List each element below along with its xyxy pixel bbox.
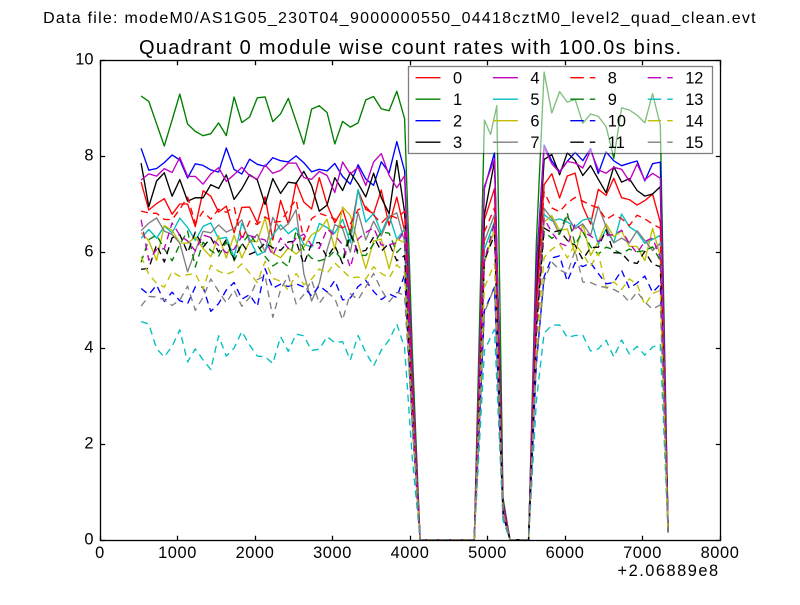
svg-text:4: 4 bbox=[84, 339, 93, 357]
svg-text:9: 9 bbox=[608, 91, 617, 109]
svg-text:7: 7 bbox=[530, 134, 539, 152]
svg-text:3000: 3000 bbox=[313, 544, 352, 562]
svg-text:1: 1 bbox=[453, 91, 462, 109]
svg-text:10: 10 bbox=[75, 51, 93, 69]
svg-text:0: 0 bbox=[453, 70, 462, 88]
svg-text:8: 8 bbox=[84, 147, 93, 165]
svg-text:6: 6 bbox=[84, 243, 93, 261]
svg-text:4: 4 bbox=[530, 70, 539, 88]
svg-text:3: 3 bbox=[453, 134, 462, 152]
svg-text:0: 0 bbox=[95, 544, 105, 562]
svg-text:14: 14 bbox=[685, 113, 703, 131]
svg-text:1000: 1000 bbox=[158, 544, 197, 562]
svg-text:5: 5 bbox=[530, 91, 539, 109]
svg-text:11: 11 bbox=[608, 134, 625, 152]
svg-text:13: 13 bbox=[685, 91, 703, 109]
svg-text:8000: 8000 bbox=[701, 544, 740, 562]
svg-text:8: 8 bbox=[608, 70, 617, 88]
svg-text:2000: 2000 bbox=[236, 544, 275, 562]
svg-text:15: 15 bbox=[685, 134, 703, 152]
svg-text:10: 10 bbox=[608, 113, 626, 131]
svg-text:2: 2 bbox=[84, 435, 93, 453]
svg-text:Data file: modeM0/AS1G05_230T0: Data file: modeM0/AS1G05_230T04_90000005… bbox=[43, 10, 757, 27]
svg-text:12: 12 bbox=[685, 70, 703, 88]
svg-text:Quadrant 0 module wise count r: Quadrant 0 module wise count rates with … bbox=[139, 37, 682, 59]
svg-text:7000: 7000 bbox=[623, 544, 662, 562]
svg-text:6: 6 bbox=[530, 113, 539, 131]
svg-text:4000: 4000 bbox=[391, 544, 430, 562]
svg-text:+2.06889e8: +2.06889e8 bbox=[618, 562, 720, 580]
svg-text:6000: 6000 bbox=[546, 544, 585, 562]
svg-text:0: 0 bbox=[84, 531, 93, 549]
svg-text:5000: 5000 bbox=[468, 544, 507, 562]
svg-text:2: 2 bbox=[453, 113, 462, 131]
